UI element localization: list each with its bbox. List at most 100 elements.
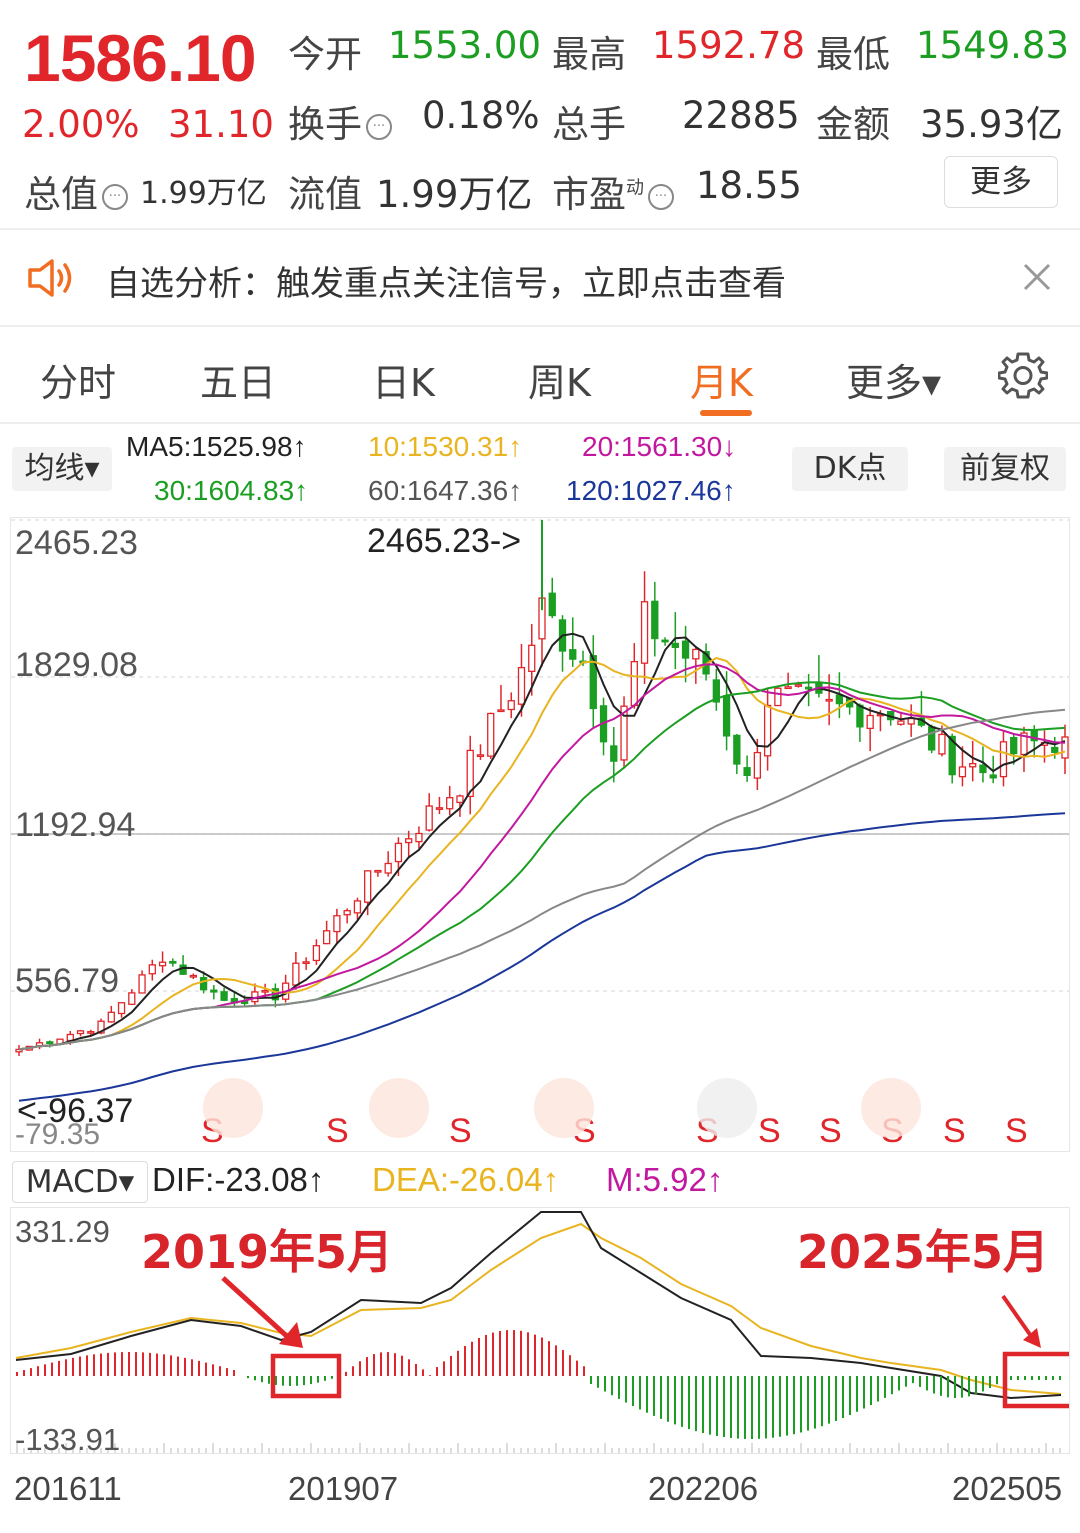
min-price-annotation: <-96.37 [17, 1092, 134, 1130]
speaker-icon [28, 259, 72, 297]
candle [743, 767, 751, 776]
high-label: 最高 [552, 33, 626, 76]
candle [435, 807, 444, 810]
signal-marker-s: S [943, 1112, 966, 1150]
candle [405, 838, 413, 844]
ma10-label: 10:1530.31↑ [368, 431, 523, 462]
macd-y-tick-label: -133.91 [15, 1422, 121, 1457]
info-circle-icon[interactable]: ··· [102, 183, 128, 210]
arrowhead-2025-05 [1023, 1328, 1041, 1348]
candle [569, 649, 577, 660]
analysis-banner[interactable]: 自选分析：触发重点关注信号，立即点击查看 [0, 230, 1080, 325]
macd-svg[interactable] [11, 1208, 1080, 1453]
candle [261, 989, 269, 993]
tab-monthly-k[interactable]: 月K [690, 361, 753, 405]
candle [1020, 732, 1028, 756]
candle [343, 910, 351, 916]
candle [969, 763, 977, 768]
candle [856, 704, 864, 728]
candle [948, 735, 956, 776]
volume-value: 22885 [682, 94, 800, 137]
mktcap-label-text: 总值 [24, 173, 98, 216]
banner-text: 自选分析：触发重点关注信号，立即点击查看 [106, 264, 786, 304]
candle [517, 666, 526, 705]
candle [661, 639, 669, 643]
action-circle [203, 1078, 263, 1138]
candle [589, 655, 597, 710]
candle [128, 992, 136, 1005]
candle [446, 797, 454, 810]
change-amount: 31.10 [168, 103, 274, 146]
candle [528, 644, 536, 672]
action-circle [534, 1078, 594, 1138]
candle [425, 805, 433, 831]
candle [958, 766, 967, 778]
candle [322, 930, 331, 945]
divider [0, 422, 1080, 424]
candle [199, 977, 208, 991]
candle [107, 1011, 115, 1023]
candle [651, 600, 659, 640]
current-price: 1586.10 [24, 21, 257, 95]
candle [763, 704, 772, 757]
pe-sup: 动 [626, 177, 644, 199]
candle [733, 734, 741, 765]
ma5-label: MA5:1525.98↑ [126, 431, 307, 462]
kline-chart[interactable]: SSSSSSSSSS 2465.23 1829.08 1192.94 556.7… [10, 517, 1070, 1152]
action-circle [697, 1078, 757, 1138]
low-value: 1549.83 [916, 24, 1070, 67]
tab-daily-k[interactable]: 日K [372, 361, 435, 405]
kline-svg[interactable]: SSSSSSSSSS [11, 518, 1069, 1151]
y-tick-label: 2465.23 [15, 524, 138, 562]
arrow-2025-05 [1001, 1294, 1033, 1338]
x-tick-label: 202206 [648, 1470, 759, 1507]
candle [220, 991, 228, 1001]
candle [548, 592, 556, 617]
info-circle-icon[interactable]: ··· [366, 113, 392, 140]
candle [97, 1020, 105, 1034]
open-value: 1553.00 [388, 24, 542, 67]
tab-weekly-k[interactable]: 周K [528, 361, 591, 405]
signal-marker-s: S [758, 1112, 781, 1150]
candle [866, 714, 874, 730]
chart-min-label: -79.35 [15, 1118, 101, 1151]
macd-legend: MACD▾ DIF:-23.08↑ DEA:-26.04↑ M:5.92↑ [0, 1155, 1080, 1207]
adjust-button[interactable]: 前复权 [944, 447, 1066, 491]
turnover-value: 0.18% [422, 94, 540, 137]
turnover-label[interactable]: 换手 ··· [288, 94, 392, 148]
ma120-line [18, 812, 1066, 1102]
gear-icon[interactable] [998, 350, 1048, 400]
macd-chart[interactable]: 331.29 -133.91 2019年5月 2025年5月 [10, 1207, 1080, 1457]
tab-more[interactable]: 更多▾ [846, 361, 942, 405]
mktcap-label[interactable]: 总值 ··· [24, 164, 128, 218]
mktcap-value: 1.99万亿 [140, 176, 267, 211]
amount-value: 35.93亿 [920, 103, 1063, 146]
candle [15, 1048, 23, 1053]
tab-intraday[interactable]: 分时 [40, 361, 117, 405]
candle [897, 720, 905, 725]
ma-selector[interactable]: 均线▾ [12, 447, 112, 491]
close-icon[interactable] [1022, 262, 1052, 292]
tab-five-day[interactable]: 五日 [200, 361, 277, 405]
ma60-label: 60:1647.36↑ [368, 475, 523, 506]
candle [989, 774, 997, 779]
candle [1010, 736, 1018, 755]
more-button[interactable]: 更多 [944, 156, 1058, 208]
candle [835, 694, 844, 705]
candle [456, 795, 464, 804]
candle [138, 974, 146, 994]
arrowhead-2019-05 [279, 1322, 303, 1348]
candle [804, 686, 813, 690]
highlight-box-2019-05 [270, 1353, 342, 1399]
m-label: M:5.92↑ [606, 1161, 724, 1198]
candle [794, 684, 803, 687]
pe-label[interactable]: 市盈动 ··· [552, 164, 674, 218]
candle [210, 989, 218, 993]
macd-selector[interactable]: MACD▾ [12, 1161, 148, 1203]
candle [692, 648, 700, 660]
info-circle-icon[interactable]: ··· [648, 183, 674, 210]
dk-point-button[interactable]: DK点 [792, 447, 908, 491]
candle [907, 717, 915, 725]
candle [117, 1002, 126, 1015]
float-label: 流值 [288, 173, 362, 216]
